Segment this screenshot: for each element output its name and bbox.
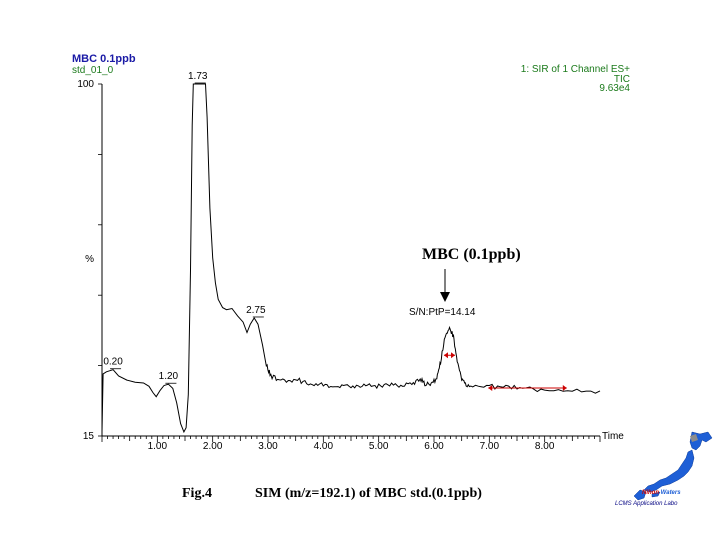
- x-axis-label: Time: [602, 431, 624, 442]
- japan-map-icon: [633, 431, 713, 501]
- logo-subtitle: LCMS Application Labo: [615, 501, 678, 507]
- noise-range-arrow-left: [488, 384, 493, 391]
- figure-caption: SIM (m/z=192.1) of MBC std.(0.1ppb): [255, 486, 482, 501]
- peak-label: 2.75: [246, 305, 266, 316]
- x-tick-label: 2.00: [203, 441, 223, 452]
- peak-label: 0.20: [103, 357, 123, 368]
- trace-type: TIC: [613, 74, 630, 85]
- y-tick-label-max: 100: [77, 79, 94, 90]
- logo-brand-nihon: Nihon: [642, 490, 659, 496]
- nihon-waters-logo: Nihon Waters LCMS Application Labo: [615, 430, 715, 510]
- noise-range-arrow-left: [443, 352, 448, 359]
- noise-range-arrow-right: [451, 352, 456, 359]
- channel-info: 1: SIR of 1 Channel ES+: [520, 64, 630, 75]
- noise-range-arrow-right: [562, 384, 567, 391]
- compound-annotation: MBC (0.1ppb): [422, 246, 521, 263]
- x-tick-label: 7.00: [480, 441, 500, 452]
- file-name: std_01_0: [72, 65, 114, 76]
- y-tick-label-min: 15: [83, 431, 95, 442]
- annotation-arrow-head: [440, 292, 450, 302]
- y-axis-label: %: [85, 254, 94, 265]
- x-tick-label: 4.00: [314, 441, 334, 452]
- intensity-value: 9.63e4: [599, 83, 630, 94]
- x-tick-label: 3.00: [258, 441, 278, 452]
- chromatogram-trace: [101, 83, 601, 434]
- sample-name: MBC 0.1ppb: [72, 53, 136, 65]
- sn-ratio-label: S/N:PtP=14.14: [409, 307, 476, 318]
- x-tick-label: 6.00: [424, 441, 444, 452]
- x-tick-label: 5.00: [369, 441, 389, 452]
- peak-label: 1.20: [159, 371, 179, 382]
- figure-number: Fig.4: [182, 486, 212, 501]
- x-tick-label: 1.00: [148, 441, 168, 452]
- peak-label: 1.73: [188, 71, 208, 82]
- x-tick-label: 8.00: [535, 441, 555, 452]
- logo-brand-waters: Waters: [660, 490, 681, 496]
